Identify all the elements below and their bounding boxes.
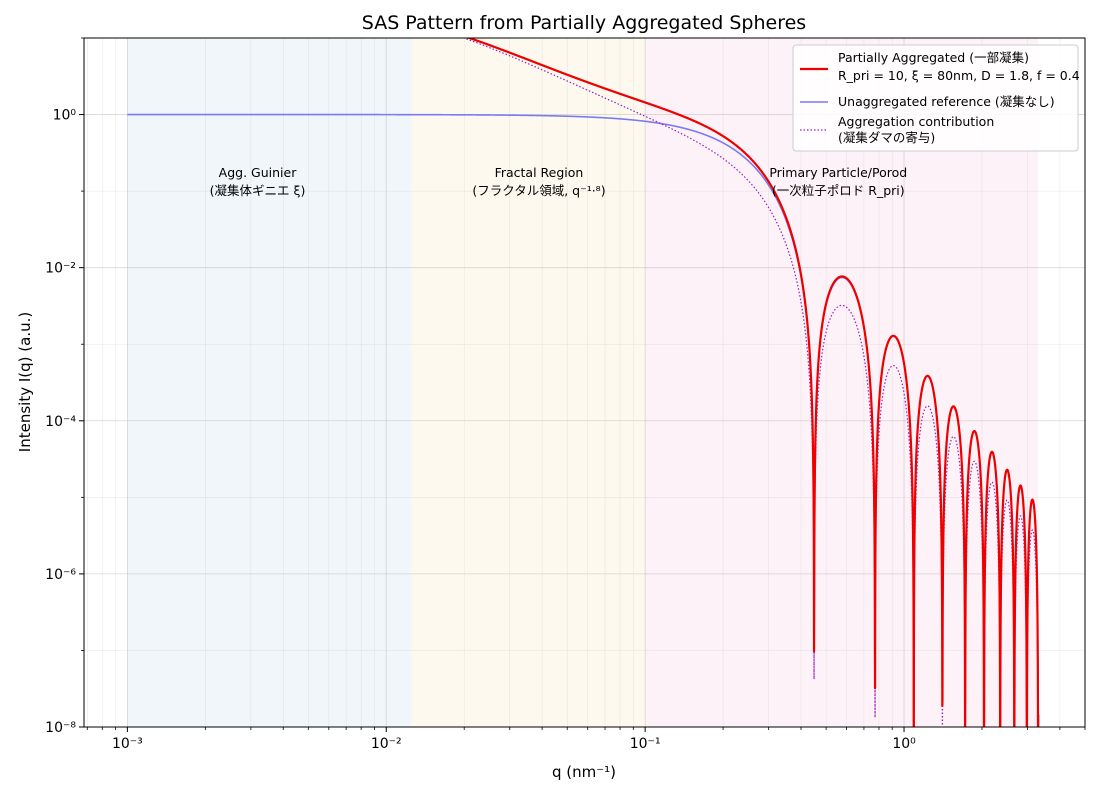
region-label-porod: Primary Particle/Porod [769,165,907,180]
y-tick-label: 10⁻⁴ [45,414,76,430]
region-agg-guinier [127,38,412,727]
x-tick-label: 10⁻¹ [630,736,661,752]
y-axis-label: Intensity I(q) (a.u.) [16,312,34,452]
legend-label-aggregation: Aggregation contribution [838,114,994,129]
region-sublabel-agg-guinier: (凝集体ギニエ ξ) [210,183,306,198]
legend-label-partially-aggregated-params: R_pri = 10, ξ = 80nm, D = 1.8, f = 0.4 [838,68,1080,83]
y-tick-label: 10⁻² [45,261,76,277]
y-tick-label: 10⁰ [53,108,77,124]
y-tick-label: 10⁻⁶ [45,567,76,583]
y-tick-label: 10⁻⁸ [45,720,76,736]
region-label-agg-guinier: Agg. Guinier [219,165,298,180]
x-tick-label: 10⁰ [892,736,916,752]
series-line-aggregation-contribution [461,38,1039,727]
region-sublabel-fractal: (フラクタル領域, q⁻¹·⁸) [472,183,605,198]
legend-label-aggregation-jp: (凝集ダマの寄与) [838,130,935,145]
chart-title: SAS Pattern from Partially Aggregated Sp… [362,12,806,34]
legend: Partially Aggregated (一部凝集) R_pri = 10, … [792,44,1080,152]
legend-label-partially-aggregated: Partially Aggregated (一部凝集) [838,50,1029,65]
x-axis-label: q (nm⁻¹) [552,763,616,781]
region-label-fractal: Fractal Region [495,165,584,180]
x-tick-label: 10⁻² [371,736,402,752]
region-sublabel-porod: (一次粒子ポロド R_pri) [772,183,905,198]
legend-box [792,44,1079,152]
plot-frame [83,37,1086,728]
region-fractal [411,38,646,727]
region-porod [645,38,1039,727]
legend-label-unaggregated: Unaggregated reference (凝集なし) [838,94,1055,109]
x-tick-label: 10⁻³ [112,736,143,752]
series-line-partially-aggregated [466,38,1040,727]
